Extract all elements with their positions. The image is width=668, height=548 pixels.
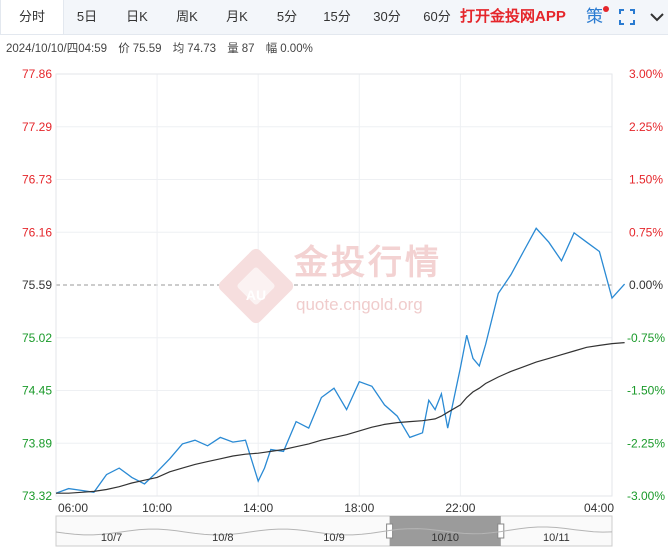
quote-info-line: 2024/10/10/四04:59 价 75.59 均 74.73 量 87 幅 0.0…: [6, 40, 321, 56]
navigator-label: 10/8: [212, 532, 233, 544]
tab-8[interactable]: 30分: [373, 9, 401, 24]
navigator-label: 10/11: [543, 532, 570, 544]
navigator-label: 10/10: [431, 532, 459, 544]
y-tick-left: 73.89: [22, 436, 52, 450]
x-tick: 06:00: [58, 501, 88, 515]
price-label: 价: [118, 43, 130, 55]
y-tick-right: 1.50%: [629, 173, 663, 187]
tab-5[interactable]: 月K: [226, 9, 248, 24]
watermark: AU 金投行情 quote.cngold.org: [218, 243, 442, 324]
tab-9[interactable]: 60分: [423, 9, 451, 24]
y-tick-right: -0.75%: [627, 331, 665, 345]
tab-6[interactable]: 5分: [276, 9, 298, 24]
watermark-badge: AU: [246, 287, 266, 303]
change-value: 0.00%: [280, 43, 313, 55]
y-tick-right: -3.00%: [627, 489, 665, 503]
navigator-frame: [55, 515, 613, 547]
x-axis: 06:00 10:00 14:00 18:00 22:00 04:00: [58, 501, 614, 515]
strategy-label: 策: [586, 7, 603, 26]
collapse-icon[interactable]: [648, 8, 666, 26]
tab-2[interactable]: 5日: [76, 9, 98, 24]
x-tick: 18:00: [344, 501, 374, 515]
navigator-label: 10/7: [101, 532, 122, 544]
y-tick-left: 77.86: [22, 67, 52, 81]
watermark-logo-icon: [218, 248, 294, 324]
notification-dot: [603, 6, 609, 12]
x-tick: 14:00: [243, 501, 273, 515]
price-value: 75.59: [132, 43, 162, 55]
y-tick-left: 74.45: [22, 384, 52, 398]
y-tick-left: 75.02: [22, 331, 52, 345]
fullscreen-icon[interactable]: [618, 8, 636, 26]
y-tick-right: 0.00%: [629, 278, 663, 292]
y-tick-left: 75.59: [22, 278, 52, 292]
y-tick-right: -2.25%: [627, 436, 665, 450]
change-label: 幅: [265, 43, 278, 55]
plot-border: [55, 73, 613, 497]
volume-value: 87: [241, 43, 255, 55]
strategy-button[interactable]: 策: [586, 0, 609, 34]
tab-7[interactable]: 15分: [323, 9, 351, 24]
intraday-chart[interactable]: AU 金投行情 quote.cngold.org 77.86 77.29 76.73…: [0, 60, 668, 548]
watermark-cn: 金投行情: [293, 243, 442, 282]
navigator-label: 10/9: [323, 532, 344, 544]
average-value: 74.73: [187, 43, 216, 55]
period-tab-bar: 分时 5日 日K 周K 月K 5分 15分 30分 60分 打开金投网APP 策: [0, 0, 668, 35]
y-tick-right: 2.25%: [629, 120, 663, 134]
y-tick-left: 77.29: [22, 120, 52, 134]
tab-3[interactable]: 日K: [126, 9, 148, 24]
volume-label: 量: [227, 43, 239, 55]
price-line: [55, 227, 626, 494]
watermark-en: quote.cngold.org: [296, 295, 423, 314]
x-tick: 22:00: [445, 501, 475, 515]
y-tick-right: 3.00%: [629, 67, 663, 81]
range-navigator[interactable]: 10/7 10/8 10/9 10/10 10/11: [55, 515, 613, 547]
series-lines: [55, 227, 626, 494]
y-tick-right: -1.50%: [627, 384, 665, 398]
y-tick-left: 73.32: [22, 489, 52, 503]
tab-1[interactable]: 分时: [0, 0, 64, 34]
y-tick-left: 76.16: [22, 225, 52, 239]
x-tick: 04:00: [584, 501, 614, 515]
x-tick: 10:00: [142, 501, 172, 515]
y-axis-right: 3.00% 2.25% 1.50% 0.75% 0.00% -0.75% -1.50% -2.…: [627, 67, 665, 503]
average-line: [56, 342, 625, 494]
average-label: 均: [172, 43, 185, 55]
quote-datetime: 2024/10/10/四04:59: [6, 43, 108, 55]
y-axis-left: 77.86 77.29 76.73 76.16 75.59 75.02 74.45 73.89…: [22, 67, 52, 503]
y-tick-left: 76.73: [22, 173, 52, 187]
chart-grid: [55, 73, 613, 497]
open-app-link[interactable]: 打开金投网APP: [460, 8, 566, 25]
y-tick-right: 0.75%: [629, 225, 663, 239]
navigator-sparkline: [55, 526, 613, 536]
tab-4[interactable]: 周K: [176, 9, 198, 24]
